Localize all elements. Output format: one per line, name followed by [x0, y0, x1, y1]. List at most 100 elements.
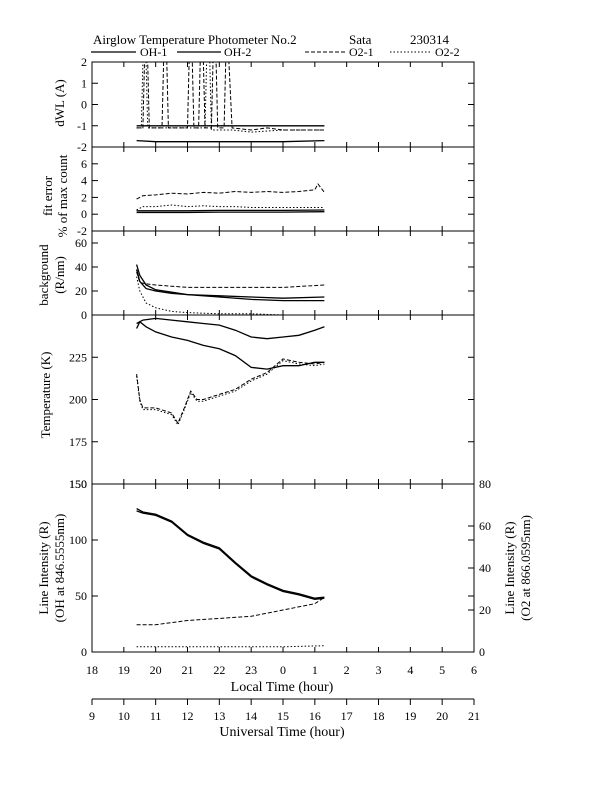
universal-time-tick-label: 16	[309, 709, 321, 723]
universal-time-tick-label: 21	[468, 709, 480, 723]
local-time-tick-label: 20	[150, 663, 162, 677]
ylabel-intensity-2: (OH at 846.5555nm)	[52, 514, 67, 623]
ylabel-fit-error-2: % of max count	[55, 154, 70, 237]
ytick-label-fit-error: 2	[81, 190, 87, 204]
series-line-intensity-OH-1	[136, 510, 325, 601]
panel-frame-background	[91, 230, 475, 316]
y2tick-label-line-intensity: 0	[479, 645, 485, 659]
ytick-label-line-intensity: 50	[75, 589, 87, 603]
ytick-label-dwl: -2	[77, 140, 87, 154]
panel-line-intensity: 0 50 100 150 0 20 40 60 80	[69, 477, 491, 659]
ylabel-intensity: Line Intensity (R)	[36, 521, 51, 614]
local-time-tick-label: 2	[344, 663, 350, 677]
chart-panels: -2-1012-20246020406015017520022505010015…	[69, 55, 491, 723]
panel-fit-error: -2 0 2 4 6	[77, 146, 475, 238]
series-dwl-OH-2	[136, 139, 325, 143]
local-time-tick-label: 6	[471, 663, 477, 677]
ylabel-temperature: Temperature (K)	[38, 352, 53, 439]
header-date: 230314	[410, 32, 450, 47]
ytick-label-line-intensity: 150	[69, 477, 87, 491]
universal-time-tick-label: 15	[277, 709, 289, 723]
local-time-tick-label: 1	[312, 663, 318, 677]
universal-time-tick-label: 20	[436, 709, 448, 723]
local-time-tick-label: 21	[182, 663, 194, 677]
panel-frame-fit-error	[91, 146, 475, 232]
y2tick-label-line-intensity: 20	[479, 603, 491, 617]
ytick-label-fit-error: -2	[77, 224, 87, 238]
header-title: Airglow Temperature Photometer No.2	[93, 32, 297, 47]
series-fit-error-OH-2	[136, 211, 325, 214]
universal-time-tick-label: 18	[373, 709, 385, 723]
local-time-tick-label: 5	[439, 663, 445, 677]
y2tick-label-line-intensity: 40	[479, 561, 491, 575]
universal-time-tick-label: 17	[341, 709, 353, 723]
series-temperature-O2-1	[136, 358, 325, 425]
panel-background: 0 20 40 60	[75, 230, 475, 322]
series-temperature-OH-1	[136, 320, 325, 370]
series-line-intensity-O2-2	[136, 645, 325, 648]
series-background-O2-2	[136, 276, 325, 315]
xlabel-universal-time: Universal Time (hour)	[219, 725, 345, 740]
ytick-label-fit-error: 6	[81, 157, 87, 171]
ylabel-background-2: (R/nm)	[52, 256, 67, 294]
series-dwl-O2-1	[136, 62, 325, 131]
local-time-tick-label: 18	[86, 663, 98, 677]
universal-time-tick-label: 9	[89, 709, 95, 723]
local-time-tick-label: 4	[407, 663, 413, 677]
y2tick-label-line-intensity: 60	[479, 519, 491, 533]
ytick-label-dwl: 0	[81, 98, 87, 112]
local-time-tick-label: 23	[245, 663, 257, 677]
ytick-label-dwl: 2	[81, 55, 87, 69]
series-temperature-O2-2	[136, 360, 325, 426]
local-time-tick-label: 3	[376, 663, 382, 677]
ytick-label-fit-error: 0	[81, 207, 87, 221]
panel-dwl: -2 -1 0 1 2	[77, 55, 475, 154]
ytick-label-background: 0	[81, 308, 87, 322]
header-site: Sata	[349, 32, 372, 47]
universal-time-tick-label: 14	[245, 709, 257, 723]
ytick-label-background: 40	[75, 260, 87, 274]
series-fit-error-O2-2	[136, 204, 325, 211]
universal-time-tick-label: 10	[118, 709, 130, 723]
ytick-label-background: 20	[75, 284, 87, 298]
y2tick-label-line-intensity: 80	[479, 477, 491, 491]
legend-label-oh2: OH-2	[224, 45, 251, 59]
ylabel-dwl: dWL (A)	[52, 79, 67, 127]
ytick-label-temperature: 225	[69, 350, 87, 364]
xlabel-local-time: Local Time (hour)	[231, 680, 334, 695]
local-time-tick-label: 19	[118, 663, 130, 677]
legend-label-oh1: OH-1	[140, 45, 167, 59]
panel-temperature: 150 175 200 225	[69, 314, 475, 491]
ytick-label-fit-error: 4	[81, 174, 87, 188]
series-line-intensity-O2-1	[136, 596, 325, 626]
ylabel-fit-error: fit error	[40, 175, 55, 216]
legend: OH-1 OH-2 O2-1 O2-2	[91, 45, 460, 59]
panel-frame-dwl	[91, 61, 475, 148]
universal-time-tick-label: 11	[150, 709, 162, 723]
local-time-tick-label: 22	[213, 663, 225, 677]
legend-label-o21: O2-1	[349, 45, 374, 59]
series-background-O2-1	[136, 271, 325, 288]
series-temperature-OH-2	[136, 317, 325, 340]
ytick-label-dwl: 1	[81, 76, 87, 90]
universal-time-tick-label: 12	[182, 709, 194, 723]
ytick-label-dwl: -1	[77, 119, 87, 133]
universal-time-tick-label: 19	[404, 709, 416, 723]
series-fit-error-O2-1	[136, 183, 325, 200]
ytick-label-temperature: 150	[69, 477, 87, 491]
local-time-tick-label: 0	[280, 663, 286, 677]
panel-frame-temperature	[91, 314, 475, 485]
series-fit-error-OH-1	[136, 209, 325, 212]
ytick-label-temperature: 200	[69, 393, 87, 407]
ylabel-background: background	[36, 244, 51, 306]
ytick-label-temperature: 175	[69, 435, 87, 449]
series-background-OH-1	[135, 264, 325, 302]
panel-frame-line-intensity	[91, 483, 475, 653]
ytick-label-line-intensity: 0	[81, 645, 87, 659]
series-background-OH-2	[135, 269, 325, 299]
universal-time-tick-label: 13	[213, 709, 225, 723]
legend-label-o22: O2-2	[435, 45, 460, 59]
ytick-label-background: 60	[75, 236, 87, 250]
ytick-label-line-intensity: 100	[69, 533, 87, 547]
